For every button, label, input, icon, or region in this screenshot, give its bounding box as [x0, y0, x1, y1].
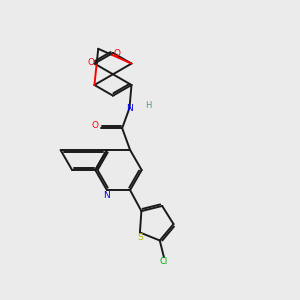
Text: O: O — [88, 58, 95, 67]
Text: O: O — [114, 49, 121, 58]
Text: O: O — [92, 121, 99, 130]
Text: N: N — [126, 103, 133, 112]
Text: H: H — [145, 101, 151, 110]
Text: S: S — [137, 233, 143, 242]
Text: N: N — [103, 191, 110, 200]
Text: Cl: Cl — [160, 257, 168, 266]
